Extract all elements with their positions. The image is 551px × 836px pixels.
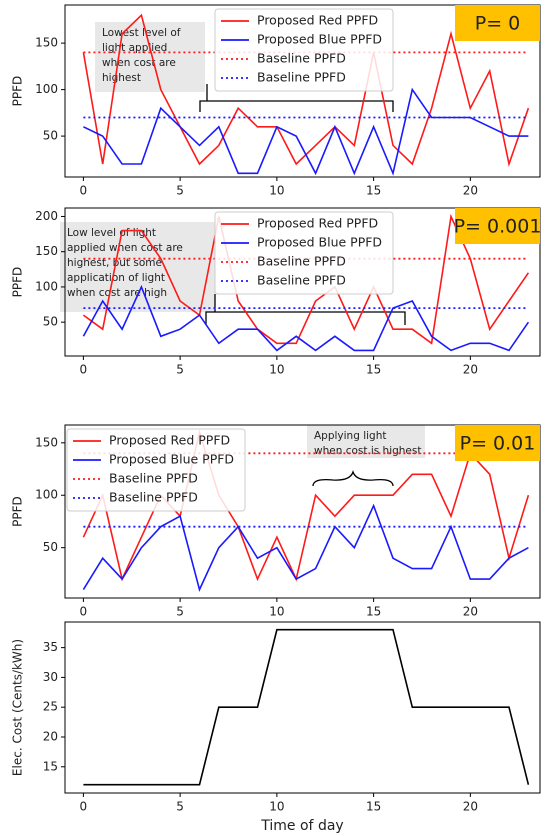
series-line: [83, 87, 529, 176]
x-tick-label: 0: [80, 800, 88, 814]
brace: [312, 469, 394, 487]
x-tick-label: 20: [463, 363, 478, 377]
x-tick-label: 10: [269, 605, 284, 619]
x-tick-label: 5: [176, 363, 184, 377]
annotation-text: applied when cost are: [67, 242, 183, 254]
x-tick-label: 20: [463, 605, 478, 619]
p-tag: P= 0.001: [454, 216, 542, 238]
legend-box: [214, 211, 394, 295]
y-tick-label: 20: [43, 729, 58, 743]
x-tick-label: 15: [366, 605, 381, 619]
x-tick-label: 20: [463, 184, 478, 198]
y-tick-label: 150: [35, 244, 58, 258]
annotation-text: Applying light: [314, 430, 387, 442]
y-tick-label: 50: [43, 315, 58, 329]
y-tick-label: 30: [43, 670, 58, 684]
series-line: [82, 213, 530, 345]
plot-frame: [64, 424, 541, 599]
legend-label: Proposed Blue PPFD: [109, 452, 234, 467]
x-tick-label: 0: [80, 363, 88, 377]
x-tick-label: 15: [366, 800, 381, 814]
annotation-text: highest, but some: [67, 257, 162, 269]
y-tick-label: 100: [35, 279, 58, 293]
y-tick-label: 15: [43, 759, 58, 773]
legend-box: [66, 428, 246, 512]
brace: [199, 84, 394, 112]
y-tick-label: 100: [35, 488, 58, 502]
annotation-text: Lowest level of: [102, 27, 181, 39]
x-tick-label: 5: [176, 800, 184, 814]
legend-label: Proposed Red PPFD: [257, 13, 378, 28]
y-axis-label: PPFD: [11, 76, 25, 107]
x-tick-label: 10: [269, 363, 284, 377]
y-tick-label: 50: [43, 129, 58, 143]
series-line: [82, 284, 530, 352]
x-tick-label: 20: [463, 800, 478, 814]
annotation-text: when cost are: [102, 57, 176, 69]
legend-label: Baseline PPFD: [109, 490, 198, 505]
x-tick-label: 5: [176, 605, 184, 619]
x-tick-label: 0: [80, 605, 88, 619]
legend-label: Baseline PPFD: [257, 51, 346, 66]
p-tag: P= 0.01: [460, 433, 536, 455]
legend-label: Baseline PPFD: [257, 273, 346, 288]
y-tick-label: 25: [43, 700, 58, 714]
x-axis-label: Time of day: [260, 818, 343, 834]
annotation-text: highest: [102, 72, 141, 84]
legend-label: Baseline PPFD: [257, 254, 346, 269]
plot-frame: [64, 207, 541, 357]
brace: [205, 294, 406, 325]
x-tick-label: 5: [176, 184, 184, 198]
series-line: [83, 628, 530, 786]
legend-label: Proposed Red PPFD: [257, 216, 378, 231]
legend-label: Proposed Blue PPFD: [257, 32, 382, 47]
y-tick-label: 35: [43, 640, 58, 654]
legend-label: Proposed Blue PPFD: [257, 235, 382, 250]
series-line: [82, 503, 529, 592]
annotation-box: [95, 22, 205, 92]
annotation-text: when cost is highest: [314, 445, 421, 457]
y-tick-label: 200: [35, 209, 58, 223]
x-tick-label: 10: [269, 184, 284, 198]
legend-label: Proposed Red PPFD: [109, 433, 230, 448]
y-tick-label: 150: [35, 36, 58, 50]
x-tick-label: 0: [80, 184, 88, 198]
legend-label: Baseline PPFD: [109, 471, 198, 486]
p-tag: P= 0: [475, 13, 521, 35]
x-tick-label: 10: [269, 800, 284, 814]
legend-box: [214, 8, 394, 92]
annotation-text: application of light: [67, 272, 165, 284]
annotation-text: when cost are high: [67, 287, 167, 299]
y-tick-label: 50: [43, 540, 58, 554]
x-tick-label: 15: [366, 363, 381, 377]
y-tick-label: 100: [35, 82, 58, 96]
plot-frame: [64, 4, 541, 178]
x-tick-label: 15: [366, 184, 381, 198]
y-axis-label: PPFD: [11, 267, 25, 298]
p-tag-box: [455, 208, 540, 244]
legend-label: Baseline PPFD: [257, 70, 346, 85]
y-axis-label: Elec. Cost (Cents/kWh): [11, 639, 25, 776]
y-axis-label: PPFD: [11, 496, 25, 527]
p-tag-box: [455, 425, 540, 461]
y-tick-label: 150: [35, 435, 58, 449]
p-tag-box: [455, 5, 540, 41]
